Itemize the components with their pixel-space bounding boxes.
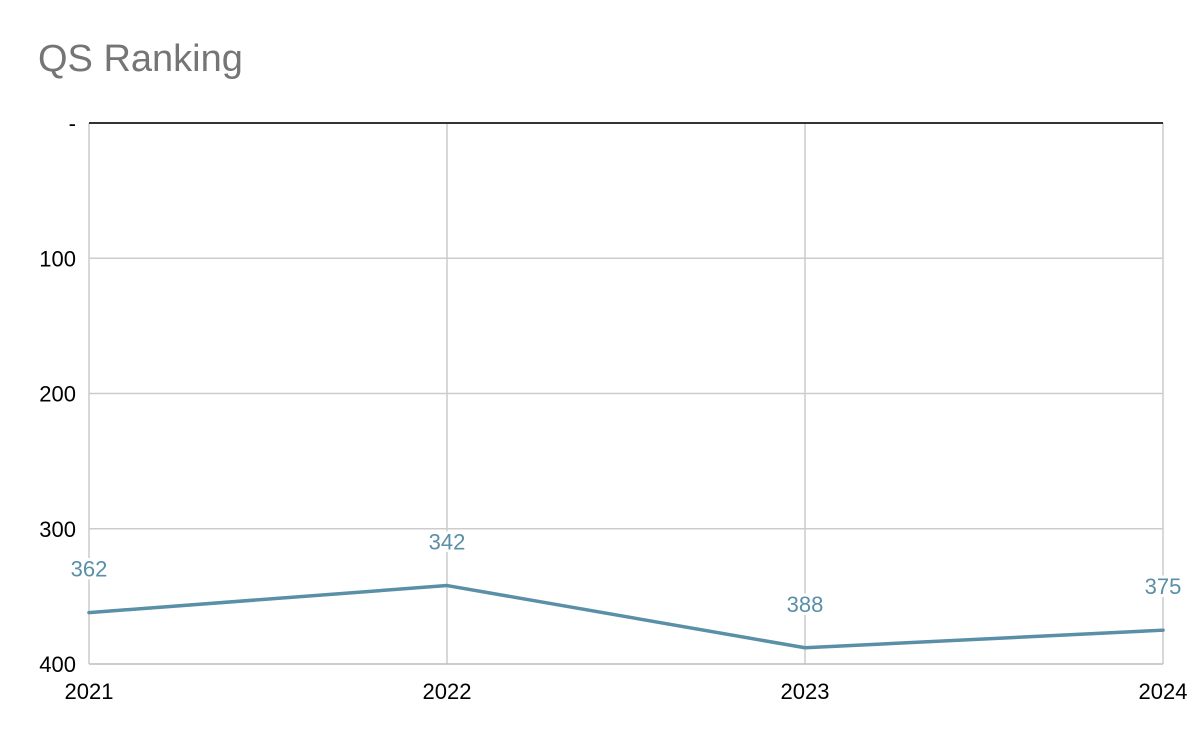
- y-tick-label: 300: [39, 517, 76, 542]
- x-tick-label: 2023: [781, 679, 830, 704]
- data-point: [804, 647, 806, 649]
- data-label-halo: 342: [429, 530, 466, 555]
- x-tick-label: 2024: [1139, 679, 1188, 704]
- data-label: 362: [71, 557, 108, 582]
- x-tick-label: 2021: [65, 679, 114, 704]
- data-point: [1162, 629, 1164, 631]
- data-label-halo: 362: [71, 557, 108, 582]
- y-tick-label: -: [69, 111, 76, 136]
- y-tick-label: 200: [39, 382, 76, 407]
- data-label: 375: [1145, 574, 1182, 599]
- data-label-halo: 375: [1145, 574, 1182, 599]
- y-tick-label: 400: [39, 652, 76, 677]
- data-point: [88, 612, 90, 614]
- series-line: [87, 583, 1165, 650]
- data-label: 342: [429, 530, 466, 555]
- grid-lines: [88, 123, 1164, 664]
- chart-title: QS Ranking: [38, 38, 243, 80]
- y-tick-label: 100: [39, 246, 76, 271]
- x-tick-label: 2022: [423, 679, 472, 704]
- data-point: [446, 585, 448, 587]
- series-line-group: [87, 583, 1165, 650]
- data-label: 388: [787, 592, 824, 617]
- data-label-halo: 388: [787, 592, 824, 617]
